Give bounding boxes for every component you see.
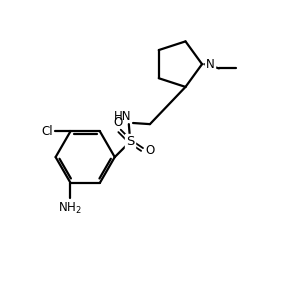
Text: S: S [126, 135, 134, 148]
Text: N: N [205, 58, 214, 71]
Text: O: O [113, 116, 123, 129]
Text: O: O [145, 144, 155, 157]
Text: Cl: Cl [41, 125, 53, 138]
Text: HN: HN [114, 110, 131, 123]
Text: NH$_2$: NH$_2$ [59, 201, 82, 216]
